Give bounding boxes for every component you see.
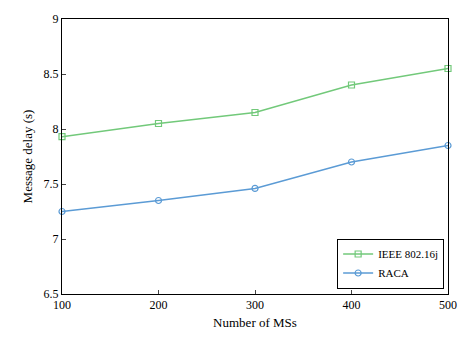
svg-text:RACA: RACA	[378, 267, 409, 279]
svg-text:400: 400	[343, 298, 361, 312]
svg-text:8: 8	[53, 122, 59, 136]
svg-text:7.5: 7.5	[44, 177, 59, 191]
svg-text:500: 500	[439, 298, 457, 312]
svg-text:100: 100	[53, 298, 71, 312]
svg-text:300: 300	[246, 298, 264, 312]
svg-text:8.5: 8.5	[44, 67, 59, 81]
svg-text:Message delay (s): Message delay (s)	[20, 110, 35, 204]
svg-text:9: 9	[53, 12, 59, 26]
svg-text:200: 200	[150, 298, 168, 312]
svg-text:IEEE 802.16j: IEEE 802.16j	[378, 248, 438, 260]
svg-text:Number of MSs: Number of MSs	[213, 315, 297, 330]
svg-text:7: 7	[53, 232, 59, 246]
svg-text:6.5: 6.5	[44, 287, 59, 301]
